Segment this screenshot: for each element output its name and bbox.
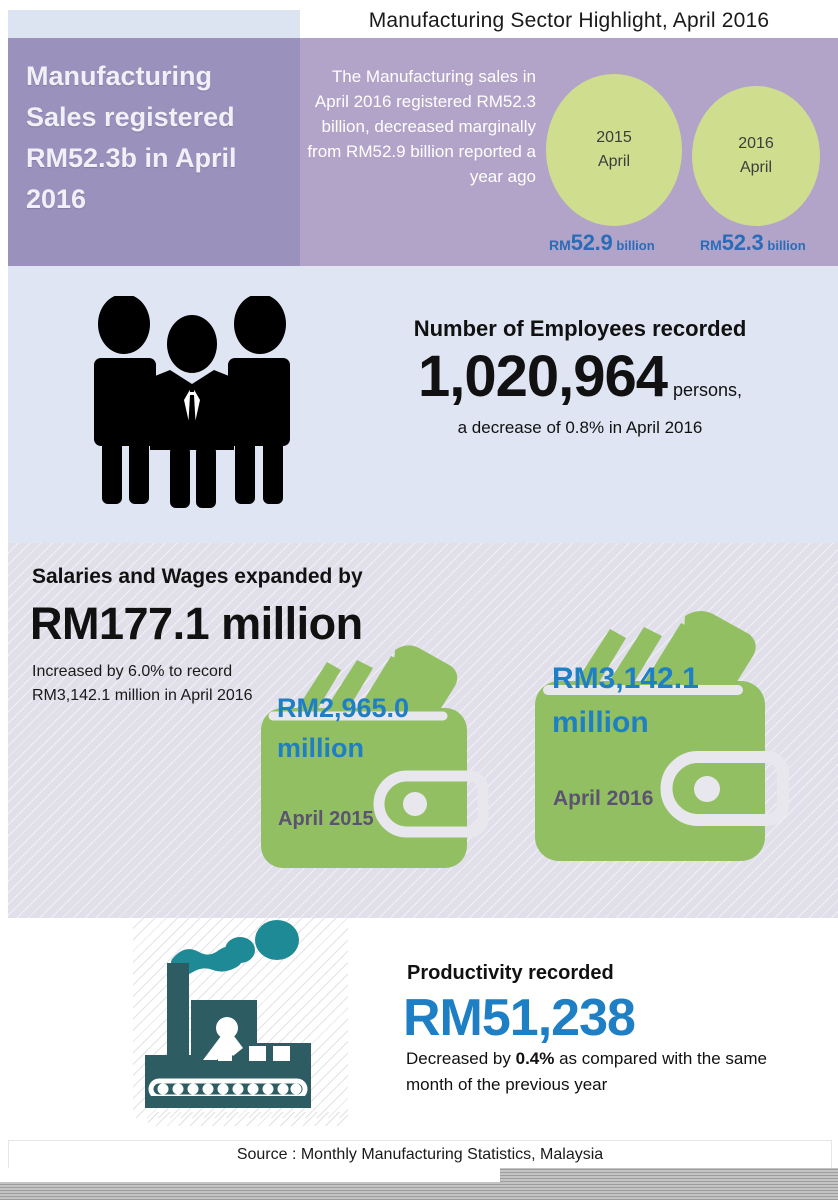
source-line-1: Source : Monthly Manufacturing Statistic… (236, 1146, 604, 1163)
sales-value-2015-number: 52.9 (570, 230, 613, 255)
sales-value-2016-number: 52.3 (721, 230, 764, 255)
bottom-band-mask (0, 1168, 500, 1182)
circle-month-2015: April (597, 153, 630, 170)
sales-value-2015: RM 52.9 billion (549, 230, 655, 256)
page-title: Manufacturing Sector Highlight, April 20… (368, 9, 770, 32)
productivity-sub-bold: 0.4% (515, 1049, 555, 1068)
employees-number-row: 1,020,964 persons, (345, 342, 815, 412)
sales-circle-2016: 2016 April (692, 86, 820, 226)
productivity-sub-prefix: Decreased by (406, 1049, 516, 1068)
footer-hatch-texture (148, 1112, 348, 1126)
productivity-subtext: Decreased by 0.4% as compared with the s… (406, 1046, 806, 1098)
wallet-icon (261, 645, 489, 868)
employees-text-block: Number of Employees recorded 1,020,964 pe… (345, 316, 815, 438)
wallet-2016-amount-block: RM3,142.1 million (552, 657, 752, 745)
wallet-icon (535, 610, 789, 861)
productivity-sub-suffix: as compared with the same month of the p… (406, 1049, 767, 1094)
wallet-2016-amount: RM3,142.1 (552, 662, 699, 695)
sales-value-2015-suffix: billion (616, 238, 655, 253)
sales-headline-panel (8, 38, 300, 266)
productivity-value: RM51,238 (403, 989, 636, 1047)
wallet-2015-period: April 2015 (278, 808, 374, 830)
circle-year-2016: 2016 (738, 135, 774, 152)
wallet-2016-period: April 2016 (553, 787, 654, 810)
wallet-2015-amount-block: RM2,965.0 million (277, 688, 457, 768)
three-people-icon (94, 296, 290, 508)
salaries-big-value: RM177.1 million (30, 598, 363, 649)
employees-number: 1,020,964 (417, 344, 668, 409)
employees-unit: persons, (672, 380, 743, 400)
header-accent-strip (8, 10, 300, 38)
sales-value-2016: RM 52.3 billion (700, 230, 806, 256)
wallet-2016-unit: million (552, 706, 649, 739)
employees-heading: Number of Employees recorded (413, 316, 747, 341)
circle-year-2015: 2015 (596, 129, 632, 146)
sales-value-2015-prefix: RM (549, 237, 571, 253)
employees-subtext: a decrease of 0.8% in April 2016 (457, 418, 703, 437)
salaries-heading: Salaries and Wages expanded by (32, 565, 363, 588)
salaries-subtext: Increased by 6.0% to record RM3,142.1 mi… (32, 663, 253, 704)
wallet-2015: RM2,965.0 million April 2015 (255, 640, 500, 880)
sales-value-2016-suffix: billion (767, 238, 806, 253)
circle-month-2016: April (739, 159, 772, 176)
wallet-2015-unit: million (277, 733, 364, 763)
wallet-2015-amount: RM2,965.0 (277, 693, 410, 723)
factory-conveyor-icon (133, 918, 348, 1118)
sales-circle-2015: 2015 April (546, 74, 682, 226)
sales-headline: Manufacturing Sales registered RM52.3b i… (26, 61, 237, 214)
wallet-2016: RM3,142.1 million April 2016 (528, 605, 798, 875)
sales-value-2016-prefix: RM (700, 237, 722, 253)
sales-paragraph: The Manufacturing sales in April 2016 re… (307, 67, 536, 186)
productivity-heading: Productivity recorded (407, 962, 614, 984)
